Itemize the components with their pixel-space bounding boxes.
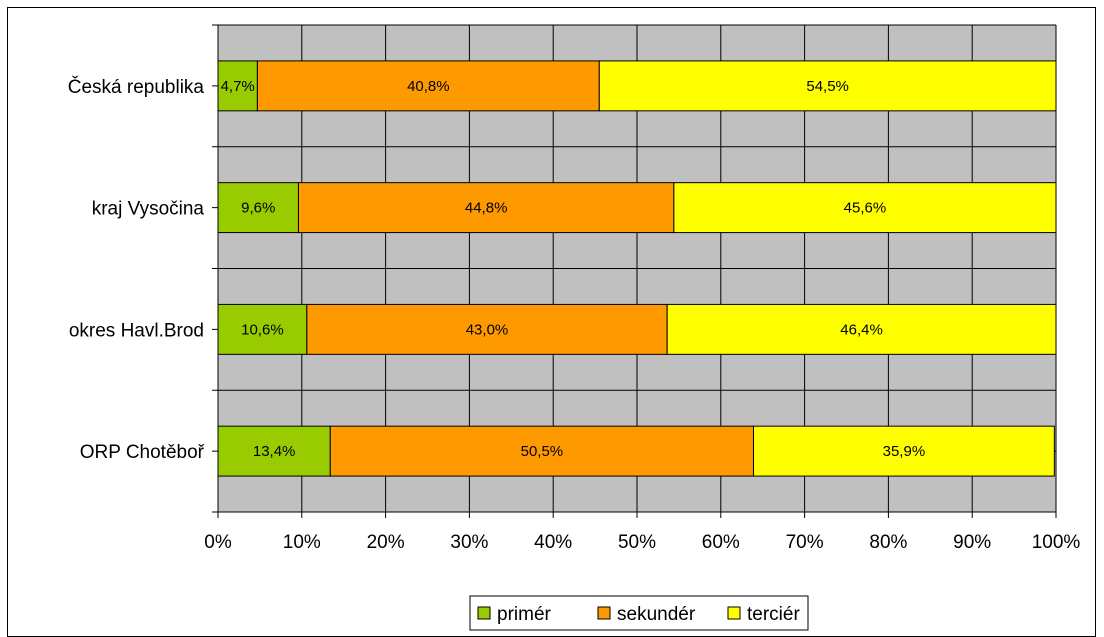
x-tick-label: 50%: [618, 532, 656, 553]
data-label: 40,8%: [407, 78, 450, 95]
category-label: kraj Vysočina: [92, 199, 205, 220]
category-label: okres Havl.Brod: [69, 320, 204, 341]
bar-segment: [598, 60, 1057, 112]
category-label: ORP Chotěboř: [80, 442, 205, 463]
x-tick-label: 70%: [786, 532, 824, 553]
bar-segment: [666, 303, 1057, 355]
data-label: 4,7%: [221, 78, 255, 95]
bar-segment: [306, 303, 668, 355]
x-tick-label: 20%: [367, 532, 405, 553]
x-tick-label: 40%: [534, 532, 572, 553]
bar-segment: [217, 182, 299, 234]
legend-box: [469, 595, 809, 631]
bar-segment: [256, 60, 600, 112]
data-label: 43,0%: [466, 321, 509, 338]
legend-label: terciér: [747, 604, 800, 625]
bar-segment: [329, 425, 754, 477]
data-label: 13,4%: [253, 443, 296, 460]
bar-segment: [217, 303, 308, 355]
x-tick-label: 100%: [1032, 532, 1081, 553]
bar-segment: [217, 60, 258, 112]
data-label: 10,6%: [241, 321, 284, 338]
legend-label: primér: [497, 604, 552, 625]
data-label: 46,4%: [840, 321, 883, 338]
x-tick-label: 10%: [283, 532, 321, 553]
x-tick-label: 80%: [869, 532, 907, 553]
category-label: Česká republika: [68, 76, 205, 98]
data-label: 50,5%: [521, 443, 564, 460]
data-label: 54,5%: [806, 78, 849, 95]
x-tick-label: 0%: [204, 532, 232, 553]
legend-swatch: [477, 606, 491, 620]
data-label: 44,8%: [465, 200, 508, 217]
legend-swatch: [597, 606, 611, 620]
x-tick-label: 30%: [450, 532, 488, 553]
data-label: 45,6%: [844, 200, 887, 217]
bar-segment: [752, 425, 1055, 477]
data-label: 9,6%: [241, 200, 275, 217]
bar-segment: [673, 182, 1057, 234]
x-tick-label: 90%: [953, 532, 991, 553]
legend-label: sekundér: [617, 604, 696, 625]
x-tick-label: 60%: [702, 532, 740, 553]
data-label: 35,9%: [883, 443, 926, 460]
legend-swatch: [727, 606, 741, 620]
